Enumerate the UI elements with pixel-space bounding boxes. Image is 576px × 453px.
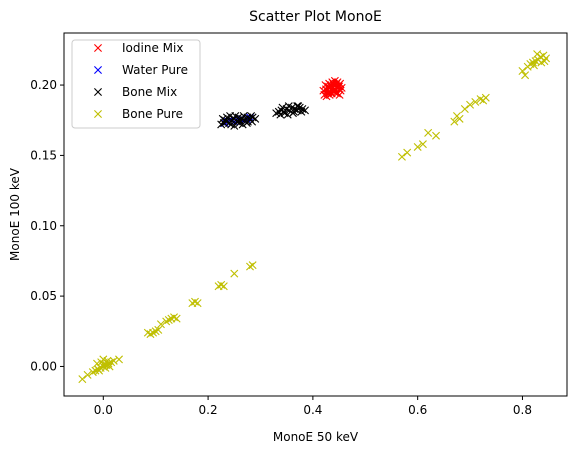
- data-point: [466, 100, 475, 109]
- legend-label: Iodine Mix: [122, 41, 183, 55]
- data-point: [397, 152, 406, 161]
- data-point: [450, 117, 459, 126]
- series-bone-pure: [78, 50, 551, 384]
- data-point: [521, 71, 530, 80]
- y-tick-label: 0.05: [30, 289, 57, 303]
- data-point: [424, 128, 433, 137]
- data-point: [540, 57, 549, 66]
- data-point: [156, 320, 165, 329]
- data-point: [219, 282, 228, 291]
- legend-item: Iodine Mix: [94, 41, 183, 55]
- legend-marker: [94, 44, 102, 52]
- data-point: [455, 114, 464, 123]
- legend-box: [71, 39, 201, 129]
- data-point: [481, 93, 490, 102]
- x-tick-label: 0.6: [408, 403, 427, 417]
- data-point: [278, 103, 287, 112]
- plot-frame: [63, 32, 568, 397]
- series-iodine-mix: [319, 76, 346, 101]
- data-point: [154, 325, 163, 334]
- data-point: [78, 375, 87, 384]
- x-tick-label: 0.4: [303, 403, 322, 417]
- data-point: [220, 116, 229, 125]
- data-point: [238, 120, 247, 129]
- data-point: [239, 112, 248, 121]
- series-bone-mix: [217, 102, 310, 130]
- data-point: [242, 119, 251, 128]
- x-axis-label: MonoE 50 keV: [273, 430, 359, 444]
- data-point: [115, 355, 124, 364]
- y-tick-label: 0.20: [30, 78, 57, 92]
- data-point: [471, 97, 480, 106]
- data-point: [276, 110, 285, 119]
- data-point: [518, 66, 527, 75]
- data-point: [105, 362, 114, 371]
- data-point: [234, 113, 243, 122]
- data-point: [172, 314, 181, 323]
- legend-marker: [94, 88, 102, 96]
- data-point: [283, 110, 292, 119]
- legend: Iodine Mix Water Pure Bone Mix Bone Pure: [71, 39, 201, 129]
- data-point: [332, 82, 341, 91]
- data-point: [293, 102, 302, 111]
- x-tick-label: 0.8: [513, 403, 532, 417]
- chart-title: Scatter Plot MonoE: [249, 9, 382, 25]
- legend-label: Water Pure: [122, 63, 188, 77]
- y-tick-label: 0.00: [30, 359, 57, 373]
- data-point: [403, 148, 412, 157]
- data-point: [460, 104, 469, 113]
- data-point: [83, 370, 92, 379]
- data-point: [226, 112, 235, 121]
- legend-item: Water Pure: [94, 63, 188, 77]
- legend-marker: [94, 110, 102, 118]
- data-point: [533, 50, 542, 59]
- legend-label: Bone Mix: [122, 85, 177, 99]
- data-point: [103, 356, 112, 365]
- legend-marker: [94, 66, 102, 74]
- data-point: [290, 107, 299, 116]
- data-point: [328, 83, 337, 92]
- data-point: [297, 107, 306, 116]
- x-tick-label: 0.0: [94, 403, 113, 417]
- y-axis-ticks: 0.00 0.05 0.10 0.15 0.20: [30, 78, 64, 373]
- legend-item: Bone Pure: [94, 107, 183, 121]
- legend-label: Bone Pure: [122, 107, 183, 121]
- data-point: [101, 363, 110, 372]
- data-point: [230, 121, 239, 130]
- data-point: [143, 328, 152, 337]
- data-point: [93, 359, 101, 368]
- data-point: [193, 299, 202, 308]
- data-point: [418, 140, 427, 149]
- data-point: [109, 356, 118, 365]
- data-point: [530, 61, 538, 70]
- y-tick-label: 0.15: [30, 148, 57, 162]
- legend-item: Bone Mix: [94, 85, 177, 99]
- y-axis-label: MonoE 100 keV: [8, 167, 22, 261]
- plot-area: [78, 50, 551, 384]
- data-point: [247, 112, 256, 121]
- data-point: [413, 142, 422, 151]
- y-tick-label: 0.10: [30, 219, 57, 233]
- data-point: [230, 269, 239, 278]
- data-point: [99, 355, 108, 364]
- x-axis-ticks: 0.0 0.2 0.4 0.6 0.8: [94, 396, 532, 417]
- data-point: [95, 366, 104, 375]
- x-tick-label: 0.2: [199, 403, 218, 417]
- data-point: [294, 102, 303, 111]
- data-point: [248, 261, 257, 270]
- data-point: [432, 131, 440, 140]
